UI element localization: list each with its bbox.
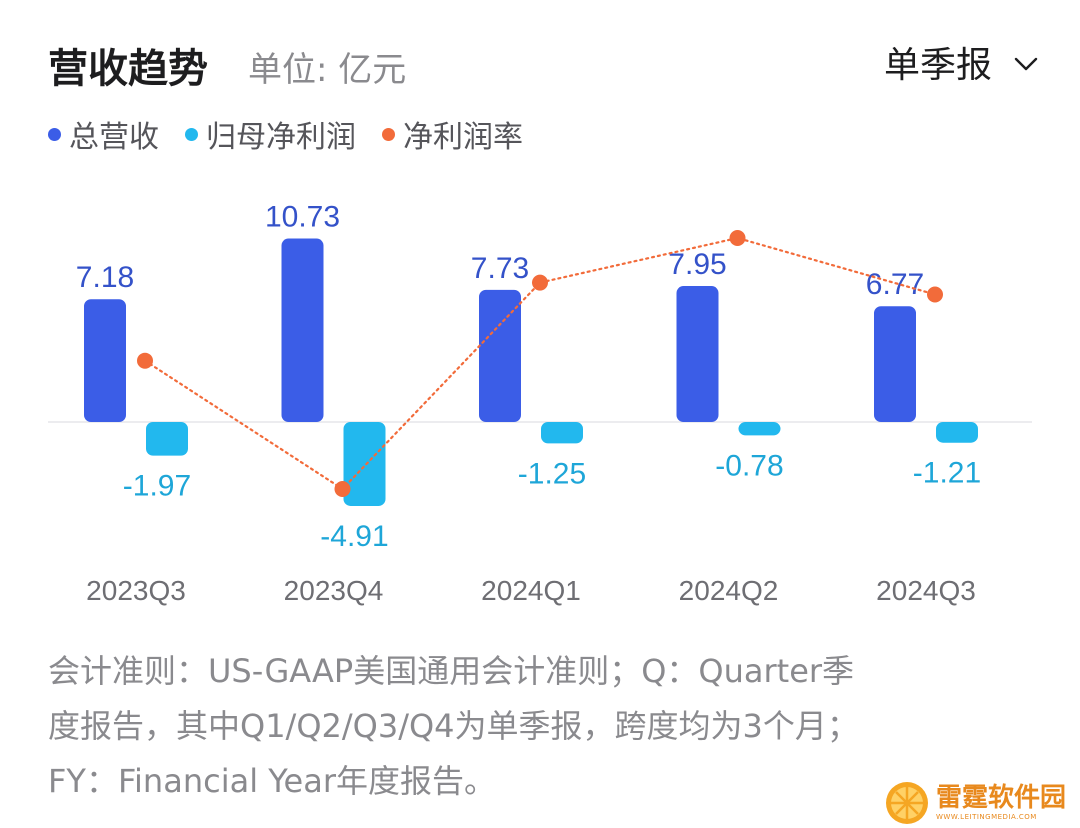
net-profit-value-label: -4.91 [320,520,388,553]
chart-legend: 总营收 归母净利润 净利润率 [48,112,549,156]
revenue-bar[interactable] [281,238,324,422]
revenue-bar[interactable] [676,286,719,422]
revenue-bar[interactable] [84,299,126,422]
revenue-value-label: 6.77 [866,268,924,301]
footnote-line: 度报告，其中Q1/Q2/Q3/Q4为单季报，跨度均为3个月； [48,707,859,745]
footnote-line: FY：Financial Year年度报告。 [48,762,497,800]
unit-label: 单位: 亿元 [248,50,407,90]
footnote-line: 会计准则：US-GAAP美国通用会计准则；Q：Quarter季 [48,652,855,690]
net-profit-bar[interactable] [146,422,188,456]
accounting-footnote: 会计准则：US-GAAP美国通用会计准则；Q：Quarter季 度报告，其中Q1… [48,644,1038,809]
net-profit-value-label: -1.21 [913,457,981,490]
revenue-value-label: 7.73 [471,252,529,285]
revenue-value-label: 7.18 [76,261,134,294]
revenue-value-label: 7.95 [668,248,726,281]
x-tick-label: 2024Q2 [679,575,779,606]
watermark-url: WWW.LEITINGMEDIA.COM [936,813,1037,821]
net-profit-bar[interactable] [541,422,583,444]
chevron-down-icon [1014,57,1038,71]
legend-item-net-margin[interactable]: 净利润率 [382,112,523,156]
orange-slice-icon [886,782,928,824]
net-margin-point[interactable] [927,286,943,303]
x-tick-label: 2024Q3 [876,575,976,606]
legend-label: 归母净利润 [206,120,356,155]
legend-dot [48,127,61,141]
net-profit-bar[interactable] [936,422,978,443]
legend-dot [382,127,395,141]
legend-label: 净利润率 [403,120,523,155]
watermark-logo: 雷霆软件园 WWW.LEITINGMEDIA.COM [884,780,1074,826]
net-profit-bar[interactable] [343,422,386,506]
x-tick-label: 2023Q3 [86,575,186,606]
net-margin-point[interactable] [334,481,351,497]
net-profit-value-label: -1.97 [123,470,191,503]
revenue-bar[interactable] [479,289,521,422]
chart-header: 营收趋势 单位: 亿元 单季报 [48,36,1038,92]
revenue-value-label: 10.73 [265,201,340,234]
legend-item-net-profit[interactable]: 归母净利润 [185,112,356,156]
chart-title: 营收趋势 [48,46,208,92]
net-profit-value-label: -1.25 [518,457,586,490]
period-selector-label: 单季报 [883,45,992,86]
legend-label: 总营收 [69,120,159,155]
x-tick-label: 2024Q1 [481,575,581,606]
net-margin-point[interactable] [729,230,746,246]
watermark-name: 雷霆软件园 [936,783,1067,813]
legend-item-revenue[interactable]: 总营收 [48,112,159,156]
x-tick-label: 2023Q4 [284,575,384,606]
legend-dot [185,127,198,141]
net-margin-point[interactable] [137,352,153,369]
period-selector[interactable]: 单季报 [884,36,1038,88]
revenue-bar[interactable] [874,306,916,422]
net-profit-value-label: -0.78 [715,449,783,482]
net-profit-bar[interactable] [738,422,781,436]
net-margin-point[interactable] [532,274,548,291]
